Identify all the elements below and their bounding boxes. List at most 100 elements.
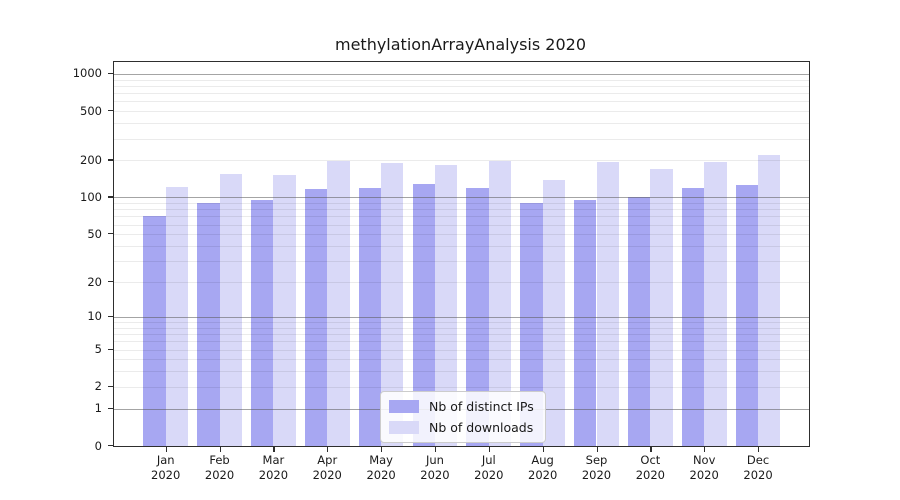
bar-downloads-jan [165,186,189,446]
y-tick-mark [108,445,113,447]
bar-downloads-jun [434,165,458,446]
x-tick-label-month: May [369,453,393,467]
gridline-minor [114,359,809,361]
bar-downloads-may [381,162,404,446]
gridline-minor [114,282,809,284]
y-tick-mark [108,315,113,318]
x-tick-label-year: 2020 [366,468,396,482]
x-tick-mark [165,447,167,452]
bar-distinct-ips-sep [574,200,597,446]
y-tick-label: 500 [80,103,102,118]
bar-downloads-feb [219,174,242,446]
x-tick-label-month: Aug [531,453,554,467]
bar-distinct-ips-mar [251,199,274,446]
gridline-minor [114,349,809,351]
y-tick-mark [108,348,113,350]
x-tick-mark [219,447,221,452]
bar-downloads-jul [488,161,512,446]
x-tick-label-month: Jul [481,453,496,467]
y-tick-mark [108,281,113,283]
x-tick-label-year: 2020 [204,468,235,482]
y-tick-mark [108,72,113,75]
bar-downloads-nov [704,162,727,446]
y-tick-mark [108,159,113,161]
bar-distinct-ips-dec [735,185,759,446]
x-tick-label-month: Feb [209,453,230,467]
x-tick-label: Dec 2020 [723,453,793,483]
legend-swatch [389,400,419,413]
x-tick-label: Nov 2020 [669,453,739,483]
gridline-minor [114,101,809,103]
legend-item: Nb of downloads [389,420,534,435]
x-tick-mark [273,447,275,452]
x-tick-label-year: 2020 [581,468,612,482]
gridline-major [114,73,809,75]
legend: Nb of distinct IPs Nb of downloads [380,391,546,443]
x-tick-label: Apr 2020 [292,453,362,483]
y-tick-label: 2 [94,379,102,394]
gridline-minor [114,160,809,162]
x-tick-mark [434,447,437,452]
x-tick-label-month: Apr [317,453,338,467]
x-tick-label-month: Oct [640,453,661,467]
x-tick-label: Jan 2020 [131,453,201,483]
y-tick-label: 100 [80,189,102,204]
x-tick-label: Jun 2020 [400,453,470,483]
y-tick-label: 1 [94,401,102,416]
y-tick-label: 10 [87,309,102,324]
gridline-minor [114,79,809,81]
x-tick-label-year: 2020 [635,468,665,482]
y-tick-label: 0 [94,438,102,453]
gridline-minor [114,111,809,113]
gridline-minor [114,234,809,236]
x-tick-label: Sep 2020 [562,453,632,483]
bar-downloads-mar [273,175,296,446]
gridline-minor [114,322,809,323]
x-tick-label-month: Jun [425,453,444,467]
x-tick-label: May 2020 [346,453,416,483]
gridline-major [114,316,809,318]
y-tick-label: 1000 [72,66,102,81]
gridline-minor [114,386,809,388]
y-tick-label: 20 [87,274,102,289]
x-tick-label: Mar 2020 [238,453,308,483]
x-tick-mark [650,447,652,452]
x-tick-label-year: 2020 [312,468,342,482]
x-tick-label-month: Dec [746,453,770,467]
legend-label: Nb of distinct IPs [429,399,534,414]
x-tick-label-month: Jan [156,453,175,467]
chart-title: methylationArrayAnalysis 2020 [334,35,587,54]
gridline-minor [114,371,809,373]
gridline-minor [114,203,809,205]
x-tick-mark [488,447,490,452]
bar-downloads-dec [758,155,781,446]
gridline-major [114,197,809,199]
y-tick-mark [108,110,113,112]
y-tick-label: 50 [87,226,102,241]
x-tick-mark [327,447,329,452]
x-tick-label-month: Sep [585,453,608,467]
x-tick-label-year: 2020 [743,468,773,482]
gridline-minor [114,93,809,95]
bar-distinct-ips-feb [197,202,220,446]
bar-distinct-ips-oct [627,196,651,446]
gridline-minor [114,261,809,263]
y-tick-label: 5 [94,342,102,356]
y-tick-label: 200 [80,152,102,167]
x-tick-label-year: 2020 [420,468,450,482]
gridline-minor [114,224,809,226]
gridline-minor [114,216,809,218]
x-tick-label: Jul 2020 [454,453,524,483]
x-tick-mark [381,447,383,452]
gridline-minor [114,123,809,125]
gridline-minor [114,246,809,247]
bar-distinct-ips-jan [143,216,166,446]
x-tick-label: Aug 2020 [508,453,578,483]
bar-distinct-ips-aug [520,203,543,446]
x-tick-label: Oct 2020 [615,453,685,483]
x-tick-label-month: Mar [262,453,285,467]
x-tick-label: Feb 2020 [185,453,255,483]
bar-downloads-aug [542,179,566,446]
x-tick-label-year: 2020 [258,468,289,482]
